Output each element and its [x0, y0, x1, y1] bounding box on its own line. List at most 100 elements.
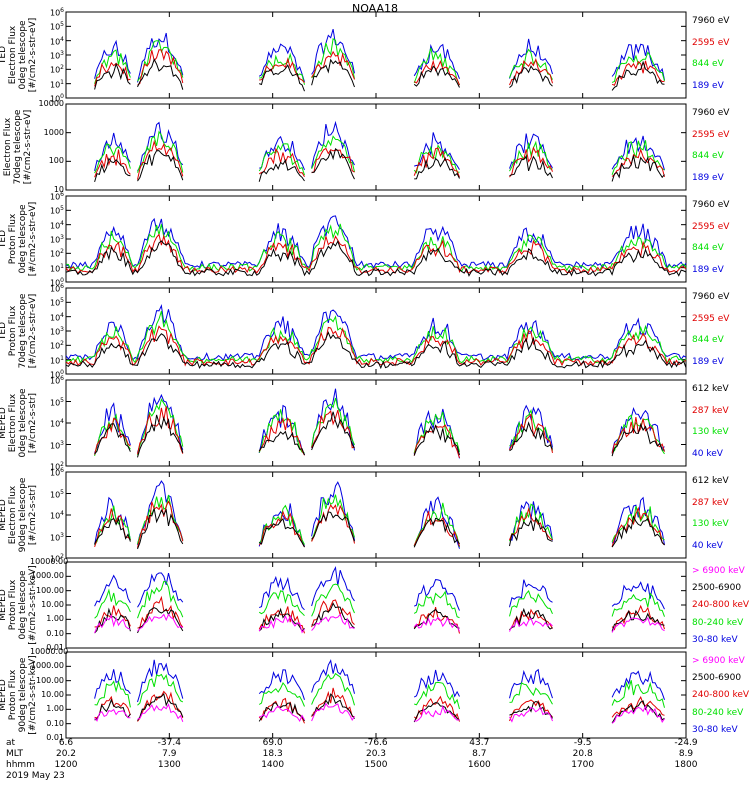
panel-4-ytick-label-0: 106 — [49, 375, 64, 386]
panel-1-frame — [65, 103, 687, 191]
panel-1-series-red-seg-5 — [509, 146, 553, 178]
panel-5-series-blue-seg-4 — [413, 496, 460, 549]
panel-0-series-red-seg-6 — [611, 60, 665, 86]
panel-1-series-red-seg-0 — [94, 149, 131, 178]
panel-5-series-green-seg-6 — [611, 505, 665, 543]
panel-5-ytick-label-3: 103 — [49, 531, 64, 543]
panel-7-series-red-seg-4 — [413, 695, 460, 722]
panel-5-series-black-seg-0 — [94, 517, 131, 544]
footer-lat-4: 43.7 — [469, 738, 490, 748]
panel-5-series-black-seg-5 — [509, 516, 553, 547]
panel-0-series-green-seg-1 — [137, 40, 184, 82]
panel-2-frame — [65, 195, 687, 283]
panel-0-ytick-label-0: 106 — [49, 7, 64, 18]
panel-6-series-blue-seg-3 — [311, 565, 355, 607]
footer-row-label-0: at — [6, 738, 16, 748]
panel-1-series-red-seg-2 — [258, 147, 305, 178]
panel-6-series-green-seg-2 — [258, 590, 305, 617]
panel-3-ytick-label-3: 103 — [49, 326, 64, 337]
panel-1-series-blue-seg-5 — [509, 133, 553, 169]
panel-6-ylabel-line-2: 0deg telescope — [18, 570, 28, 640]
panel-2-ytick-label-5: 101 — [49, 262, 64, 274]
panel-4-series-red-seg-4 — [413, 424, 460, 459]
panel-7-ytick-label-2: 100.00 — [36, 675, 64, 685]
panel-5-legend-3: 40 keV — [692, 540, 723, 551]
panel-4-legend-1: 287 keV — [692, 405, 729, 416]
panel-7-series-red-seg-6 — [611, 696, 665, 718]
panel-7-ytick-label-5: 0.10 — [46, 718, 64, 728]
panel-7-series-black-seg-0 — [94, 698, 131, 721]
panel-2-ylabel-line-3: [#/cm2-s-str-eV] — [28, 201, 38, 277]
panel-5-series-black-seg-1 — [137, 508, 184, 550]
panel-7-series-red-seg-3 — [311, 687, 355, 718]
panel-3-ylabel-line-1: Proton Flux — [8, 305, 18, 357]
panel-5-legend-2: 130 keV — [692, 519, 729, 529]
panel-6-series-black-seg-4 — [413, 608, 460, 630]
panel-0-ytick-label-1: 105 — [49, 21, 64, 32]
panel-7-ytick-label-1: 1000.00 — [30, 661, 64, 671]
panel-7-series-black-seg-3 — [311, 693, 355, 719]
footer-hhmm-4: 1600 — [467, 760, 491, 770]
panel-7-legend-2: 240-800 keV — [692, 690, 750, 701]
panel-7-series-blue-seg-0 — [94, 669, 131, 699]
footer-lat-2: 69.0 — [262, 738, 283, 748]
panel-7-series-black-seg-6 — [611, 700, 665, 724]
panel-5-ytick-label-1: 105 — [49, 488, 64, 500]
panel-6-series-blue-seg-0 — [94, 574, 131, 607]
panel-0-series-blue-seg-3 — [311, 28, 355, 75]
panel-5-series-black-seg-4 — [413, 517, 460, 548]
panel-6-series-black-seg-0 — [94, 607, 131, 634]
panel-0-series-black-seg-4 — [413, 65, 460, 88]
panel-0-series-red-seg-2 — [259, 57, 305, 84]
panel-5-frame — [65, 471, 687, 559]
panel-0-ytick-label-5: 101 — [49, 78, 64, 90]
panel-2-ytick-label-6: 100 — [49, 277, 64, 288]
footer-lat-3: -76.6 — [364, 738, 388, 748]
footer-hhmm-0: 1200 — [54, 760, 78, 770]
panel-3-legend-3: 189 eV — [692, 356, 724, 367]
footer-lat-5: -9.5 — [573, 738, 592, 748]
panel-2-legend-3: 189 eV — [692, 264, 724, 275]
panel-1-series-red-seg-1 — [137, 139, 184, 180]
panel-0-series-red-seg-1 — [137, 49, 184, 86]
panel-4-series-black-seg-2 — [258, 430, 305, 456]
panel-0-series-black-seg-0 — [94, 62, 131, 90]
panel-6-series-magenta-seg-6 — [611, 616, 665, 633]
panel-6-series-red-seg-1 — [137, 595, 184, 629]
panel-1-series-blue-seg-2 — [259, 135, 305, 170]
panel-6-ylabel-line-3: [#/cm2-s-str-keV] — [28, 565, 38, 645]
panel-3-series-black-seg-0 — [65, 331, 687, 370]
panel-7-series-magenta-seg-4 — [414, 704, 460, 722]
panel-0-legend-3: 189 eV — [692, 80, 724, 91]
footer-mlt-6: 8.9 — [678, 749, 694, 759]
panel-0-series-blue-seg-4 — [413, 43, 460, 79]
panel-0-legend-2: 844 eV — [692, 59, 724, 69]
panel-7-series-blue-seg-2 — [258, 669, 305, 700]
panel-2-ylabel-line-1: Proton Flux — [8, 213, 18, 265]
panel-4-ylabel-line-0: MEPED — [0, 407, 8, 439]
panel-0-series-black-seg-3 — [311, 58, 355, 88]
panel-2-legend-0: 7960 eV — [692, 200, 730, 210]
panel-5-series-red-seg-4 — [413, 511, 460, 547]
date-label: 2019 May 23 — [6, 771, 65, 781]
panel-0-series-blue-seg-2 — [258, 43, 305, 83]
panel-4-ytick-label-2: 104 — [49, 418, 64, 429]
panel-6-legend-2: 240-800 keV — [692, 600, 750, 611]
panel-1-series-black-seg-3 — [311, 147, 355, 180]
panel-6-series-magenta-seg-0 — [94, 614, 131, 634]
panel-6-legend-4: 30-80 keV — [692, 634, 738, 645]
footer-mlt-4: 8.7 — [472, 749, 487, 759]
panel-0-series-black-seg-6 — [611, 60, 665, 91]
panel-6-series-green-seg-3 — [311, 583, 355, 617]
panel-4-ylabel-line-2: 0deg telescope — [18, 388, 28, 458]
panel-6-ylabel-line-1: Proton Flux — [8, 579, 18, 631]
panel-7-ylabel-line-1: Proton Flux — [8, 669, 18, 721]
panel-1-series-red-seg-4 — [413, 147, 460, 178]
panel-1-series-blue-seg-6 — [611, 135, 665, 171]
panel-2-ylabel: TED Proton Flux 0deg telescope [#/cm2-s-str… — [0, 196, 38, 282]
panel-7-legend-4: 30-80 keV — [692, 724, 738, 735]
panel-7-ytick-label-4: 1.00 — [46, 704, 64, 714]
panel-7-series-black-seg-1 — [137, 692, 184, 721]
footer-lat-1: -37.4 — [157, 738, 181, 748]
panel-7-series-green-seg-1 — [137, 673, 184, 706]
